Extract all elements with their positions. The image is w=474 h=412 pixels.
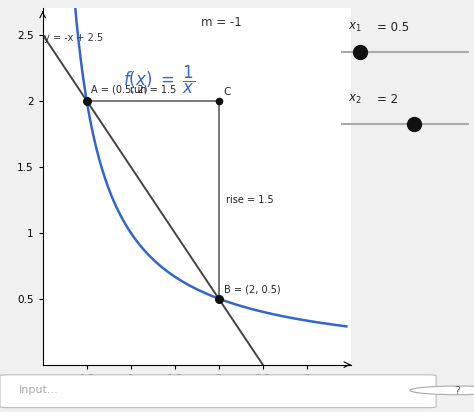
Text: = 2: = 2 (377, 93, 398, 105)
Text: $x_2$: $x_2$ (347, 93, 361, 105)
Text: = 0.5: = 0.5 (377, 21, 409, 33)
Text: run = 1.5: run = 1.5 (129, 85, 176, 95)
FancyBboxPatch shape (0, 375, 436, 408)
Text: B = (2, 0.5): B = (2, 0.5) (224, 284, 281, 294)
Text: A = (0.5, 2): A = (0.5, 2) (91, 85, 147, 95)
Text: m = -1: m = -1 (201, 16, 242, 29)
Text: C: C (223, 87, 230, 97)
Circle shape (410, 386, 474, 395)
Text: y = -x + 2.5: y = -x + 2.5 (44, 33, 103, 43)
Text: $x_1$: $x_1$ (347, 21, 362, 33)
Text: ?: ? (455, 386, 460, 396)
Text: $f(x)\ =\ \dfrac{1}{x}$: $f(x)\ =\ \dfrac{1}{x}$ (123, 64, 195, 96)
Text: Input...: Input... (19, 385, 59, 396)
Text: rise = 1.5: rise = 1.5 (226, 194, 273, 205)
